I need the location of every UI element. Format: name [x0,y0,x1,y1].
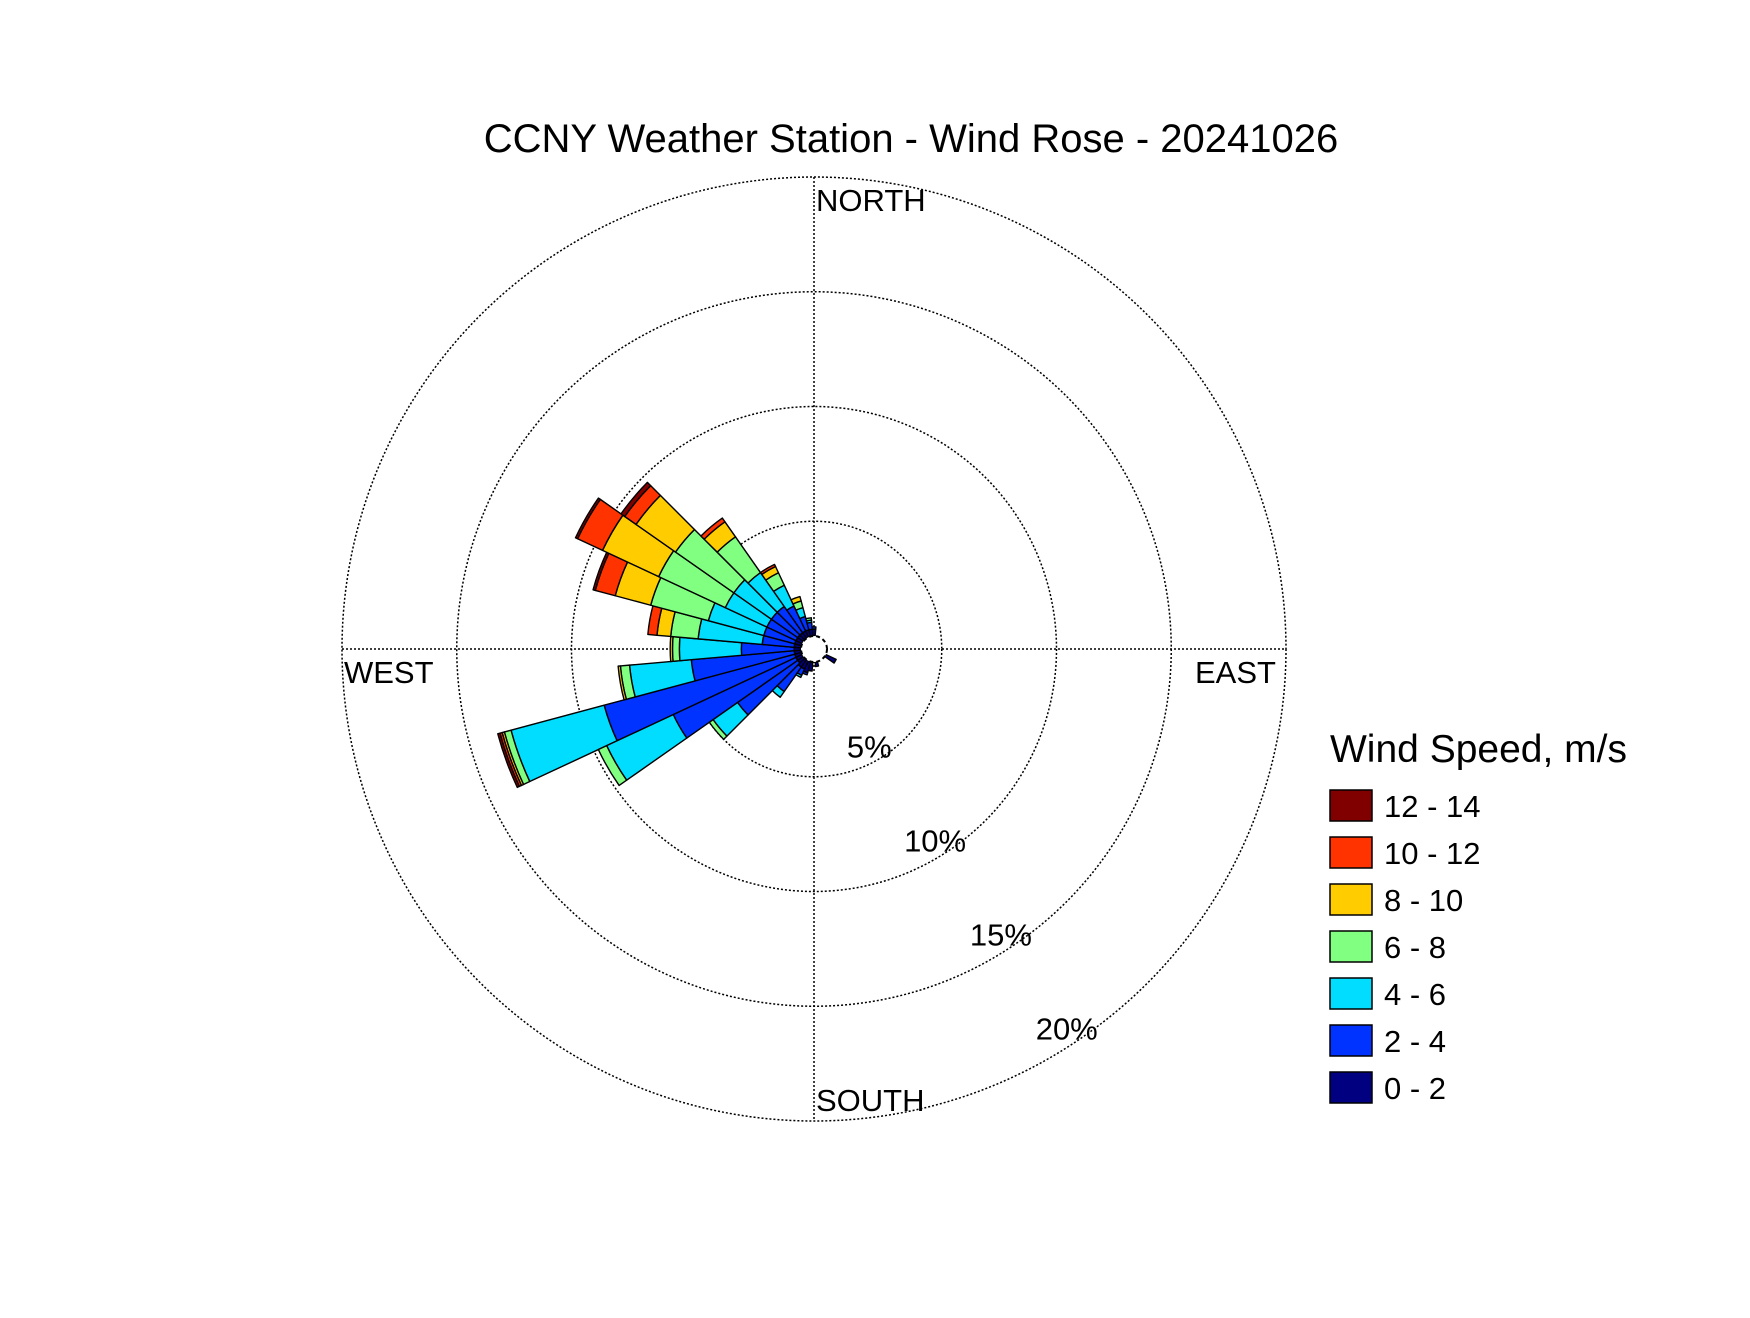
legend-label: 12 - 14 [1384,789,1481,824]
legend-swatch [1329,1024,1373,1057]
sector-250-bin-6 [497,732,521,789]
legend-title: Wind Speed, m/s [1330,728,1627,771]
radial-tick-labels: 5% 10% 15% 20% [847,730,1098,1047]
radial-tick-label: 20% [1036,1012,1098,1047]
grid-ring-4 [341,176,1287,1122]
sector-250-bin-2 [510,704,618,783]
legend-swatch [1329,977,1373,1010]
legend-label: 10 - 12 [1384,836,1481,871]
sector-0-bin-1 [811,626,817,630]
sector-310-bin-6 [620,481,652,518]
wind-sectors [497,481,837,789]
radial-tick-label: 5% [847,730,892,765]
legend-label: 6 - 8 [1384,930,1446,965]
legend-label: 0 - 2 [1384,1071,1446,1106]
sector-260-bin-4 [617,665,628,701]
legend-label: 4 - 6 [1384,977,1446,1012]
sector-120-bin-0 [823,653,837,664]
sector-240-bin-3 [597,744,628,787]
sector-230-bin-3 [708,718,728,741]
chart-title: CCNY Weather Station - Wind Rose - 20241… [484,117,1339,161]
sector-340-bin-4 [790,595,802,605]
legend-swatch [1329,1071,1373,1104]
legend: 12 - 14 10 - 12 8 - 10 6 - 8 4 - 6 2 - 4 0 - 2 [1329,789,1481,1106]
legend-label: 8 - 10 [1384,883,1463,918]
sector-200-bin-1 [801,670,809,676]
sector-320-bin-5 [700,517,726,540]
calm-center-circle [800,635,828,663]
sector-210-bin-2 [795,672,803,679]
legend-label: 2 - 4 [1384,1024,1446,1059]
sector-350-bin-3 [805,617,813,622]
sector-270-bin-3 [671,635,681,663]
direction-label-north: NORTH [816,183,926,218]
sector-330-bin-5 [759,563,777,576]
direction-label-west: WEST [344,655,434,690]
radial-tick-label: 15% [970,918,1032,953]
sector-270-bin-4 [669,635,674,663]
direction-label-east: EAST [1195,655,1276,690]
direction-label-south: SOUTH [816,1083,925,1118]
legend-swatch [1329,930,1373,963]
sector-300-bin-6 [574,497,602,540]
sector-0-bin-0 [811,628,817,637]
legend-swatch [1329,789,1373,822]
legend-swatch [1329,883,1373,916]
sector-220-bin-2 [771,685,785,698]
legend-swatch [1329,836,1373,869]
calm-circle [800,635,828,663]
radial-tick-label: 10% [904,824,966,859]
